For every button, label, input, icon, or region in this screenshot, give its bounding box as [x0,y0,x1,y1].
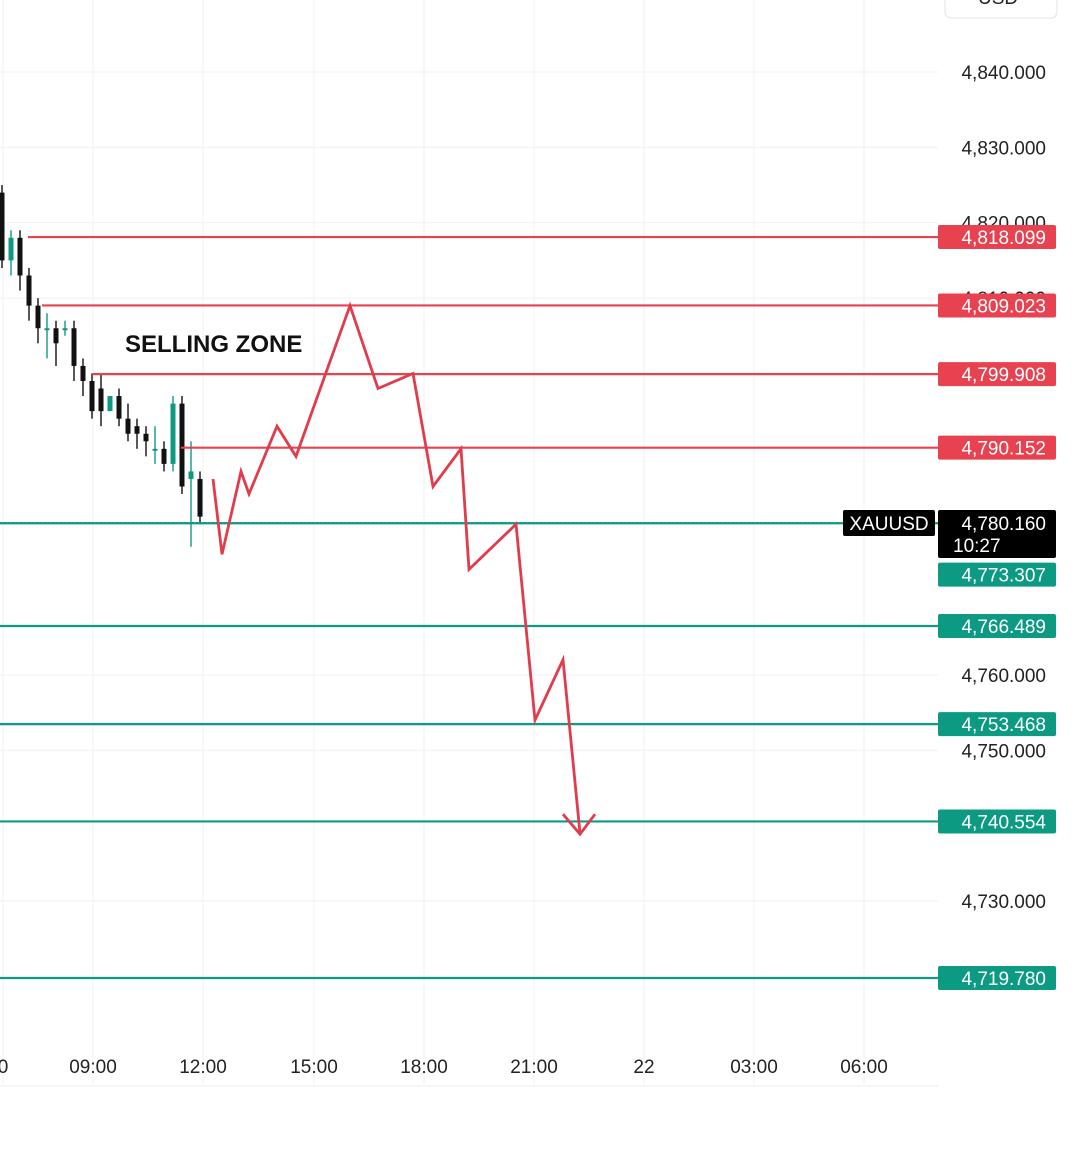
candle-body [107,396,113,412]
support-tag [938,966,1056,991]
symbol-tag-label: XAUUSD [849,514,928,535]
candle-body [125,418,131,434]
candle-body [0,192,5,261]
time-tick-label: 21:00 [510,1057,558,1078]
current-price-value: 4,780.160 [961,514,1046,535]
candle-body [35,305,41,329]
symbol-tag [843,509,935,536]
time-tick-label: 0 [0,1057,8,1078]
candle-body [152,448,158,451]
price-tick-label: 4,840.000 [961,63,1046,84]
candle-body [170,403,176,464]
candle-body [80,365,86,381]
price-tick-label: 4,830.000 [961,138,1046,159]
time-tick-label: 09:00 [69,1057,117,1078]
candle-body [26,275,32,306]
support-tag-label: 4,719.780 [961,969,1046,990]
candle-body [17,237,23,276]
resistance-tag [938,435,1056,460]
candle-body [8,237,14,261]
time-tick-label: 03:00 [730,1057,778,1078]
candle-body [143,433,149,442]
support-tag-label: 4,766.489 [961,617,1046,638]
price-tick-label: 4,760.000 [961,666,1046,687]
resistance-tag-label: 4,809.023 [961,296,1046,317]
candle-body [98,388,104,412]
time-tick-label: 06:00 [840,1057,888,1078]
projected-path [211,301,597,837]
time-tick-label: 12:00 [179,1057,227,1078]
support-tag [938,614,1056,639]
time-tick-label: 22 [633,1057,654,1078]
currency-label: USD [978,0,1018,9]
support-tag-label: 4,753.468 [961,715,1046,736]
current-price-tag [938,509,1056,558]
candle-body [44,328,50,331]
candle-body [89,380,95,412]
price-levels [0,235,938,980]
currency-box [944,0,1058,19]
candle-body [62,328,68,331]
candle-body [134,426,140,434]
support-tag-label: 4,740.554 [961,812,1046,833]
projected-path-line [211,301,582,834]
selling-zone-label: SELLING ZONE [125,331,302,358]
time-tick-label: 18:00 [400,1057,448,1078]
support-tag [938,809,1056,834]
candle-body [197,478,203,517]
price-tick-label: 4,730.000 [961,892,1046,913]
resistance-tag-label: 4,790.152 [961,439,1046,460]
candle-body [71,328,77,366]
resistance-tag [938,225,1056,250]
support-tag [938,562,1056,587]
time-tick-label: 15:00 [290,1057,338,1078]
candle-body [188,471,194,479]
candle-body [53,328,59,344]
current-price-countdown: 10:27 [953,536,1001,557]
price-tick-label: 4,750.000 [961,741,1046,762]
resistance-tag [938,293,1056,318]
resistance-tag [938,362,1056,387]
candle-body [116,396,122,419]
support-tag-label: 4,773.307 [961,566,1046,587]
grid-lines [0,0,1065,1087]
candle-body [161,448,167,464]
resistance-tag-label: 4,818.099 [961,228,1046,249]
candlestick-series [0,185,203,547]
support-tag [938,712,1056,737]
resistance-tag-label: 4,799.908 [961,365,1046,386]
arrow-head [561,813,597,837]
candle-body [179,403,185,487]
